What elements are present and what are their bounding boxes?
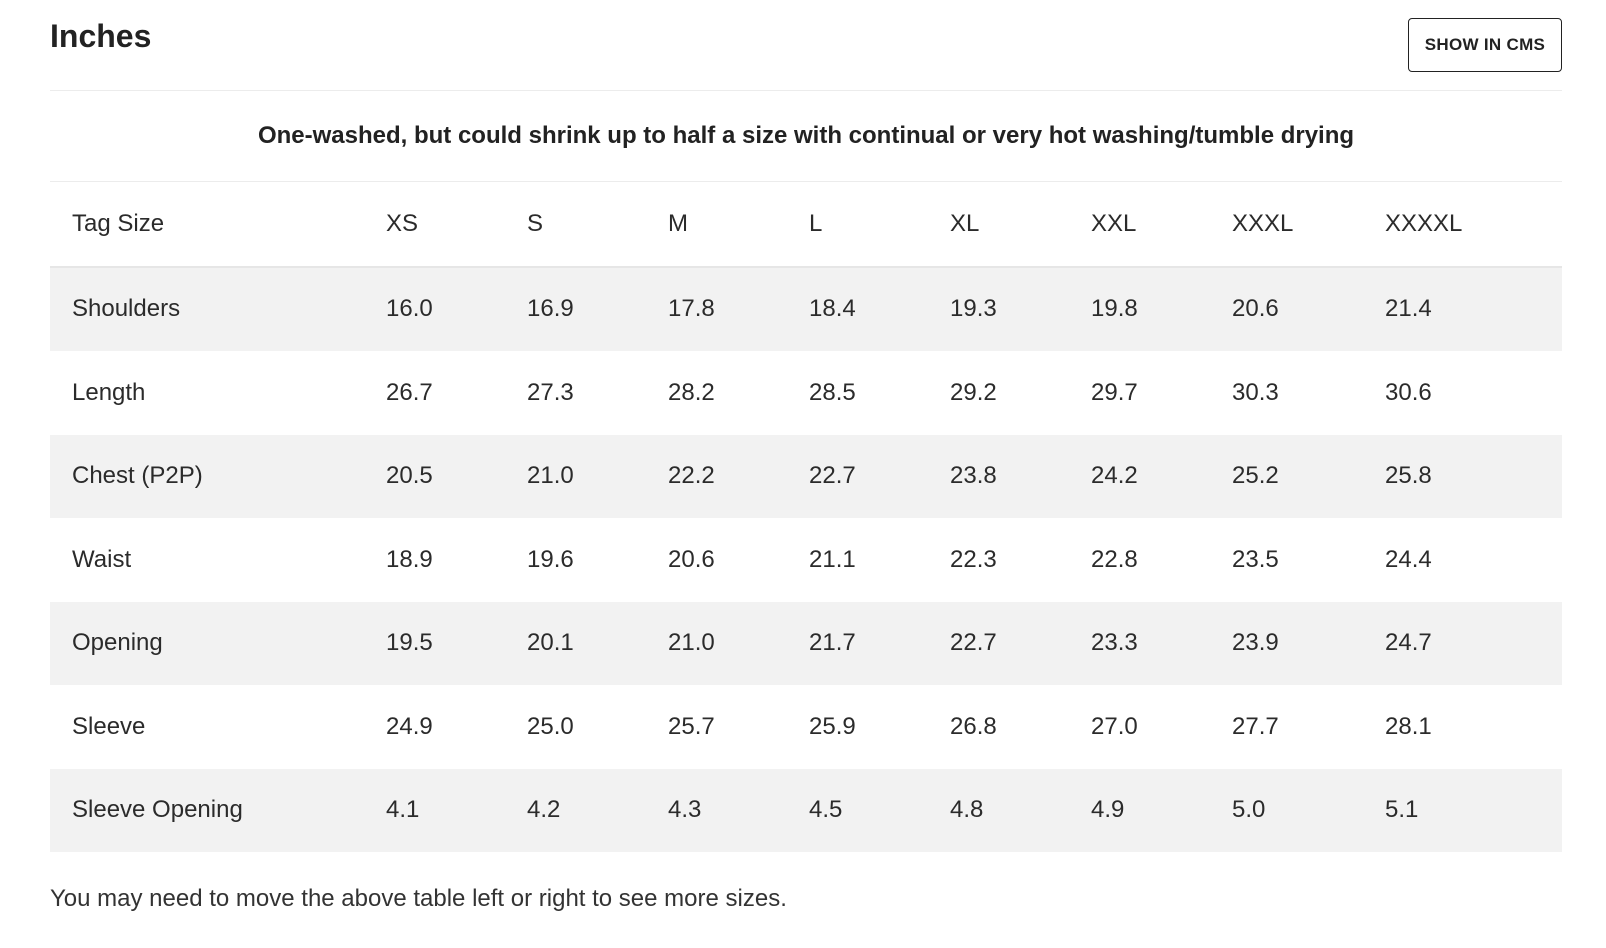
table-row: Opening 19.5 20.1 21.0 21.7 22.7 23.3 23… xyxy=(50,601,1562,685)
table-row: Sleeve Opening 4.1 4.2 4.3 4.5 4.8 4.9 5… xyxy=(50,768,1562,852)
table-cell: 20.6 xyxy=(668,545,715,573)
table-cell: 22.7 xyxy=(950,629,997,657)
size-header-m: M xyxy=(668,209,688,237)
table-cell: 24.4 xyxy=(1385,545,1432,573)
table-cell: 25.2 xyxy=(1232,462,1279,490)
table-cell: 30.3 xyxy=(1232,378,1279,406)
table-cell: 4.8 xyxy=(950,796,984,824)
page-title: Inches xyxy=(50,18,152,54)
table-cell: 23.5 xyxy=(1232,545,1279,573)
shrinkage-note: One-washed, but could shrink up to half … xyxy=(50,91,1562,182)
table-cell: 19.5 xyxy=(386,629,433,657)
size-header-xxl: XXL xyxy=(1091,209,1137,237)
table-cell: 30.6 xyxy=(1385,378,1432,406)
table-cell: 27.7 xyxy=(1232,712,1279,740)
table-cell: 19.8 xyxy=(1091,295,1138,323)
table-cell: 23.3 xyxy=(1091,629,1138,657)
table-cell: 22.2 xyxy=(668,462,715,490)
table-cell: 5.0 xyxy=(1232,796,1266,824)
size-chart-header: Inches SHOW IN CMS xyxy=(50,0,1562,91)
table-cell: 4.9 xyxy=(1091,796,1125,824)
table-cell: 28.5 xyxy=(809,378,856,406)
row-label: Shoulders xyxy=(72,295,181,323)
size-header-xxxxl: XXXXL xyxy=(1385,209,1463,237)
table-cell: 21.0 xyxy=(668,629,715,657)
row-label: Sleeve xyxy=(72,712,146,740)
scroll-hint: You may need to move the above table lef… xyxy=(50,885,787,912)
table-cell: 22.8 xyxy=(1091,545,1138,573)
table-cell: 24.7 xyxy=(1385,629,1432,657)
table-cell: 23.8 xyxy=(950,462,997,490)
show-in-cms-button[interactable]: SHOW IN CMS xyxy=(1408,18,1562,72)
table-cell: 21.7 xyxy=(809,629,856,657)
table-cell: 25.8 xyxy=(1385,462,1432,490)
table-cell: 25.9 xyxy=(809,712,856,740)
table-cell: 4.2 xyxy=(527,796,561,824)
row-label: Length xyxy=(72,378,146,406)
table-cell: 28.2 xyxy=(668,378,715,406)
table-row: Length 26.7 27.3 28.2 28.5 29.2 29.7 30.… xyxy=(50,351,1562,435)
row-label: Waist xyxy=(72,545,132,573)
table-cell: 25.7 xyxy=(668,712,715,740)
table-row: Chest (P2P) 20.5 21.0 22.2 22.7 23.8 24.… xyxy=(50,434,1562,518)
size-chart: Inches SHOW IN CMS One-washed, but could… xyxy=(50,0,1562,924)
size-header-xl: XL xyxy=(950,209,980,237)
table-cell: 20.1 xyxy=(527,629,574,657)
table-cell: 18.9 xyxy=(386,545,433,573)
size-header-l: L xyxy=(809,209,823,237)
table-row: Sleeve 24.9 25.0 25.7 25.9 26.8 27.0 27.… xyxy=(50,685,1562,769)
row-label: Sleeve Opening xyxy=(72,796,243,824)
table-cell: 21.0 xyxy=(527,462,574,490)
table-cell: 4.3 xyxy=(668,796,702,824)
table-cell: 21.4 xyxy=(1385,295,1432,323)
size-header-xs: XS xyxy=(386,209,419,237)
row-label: Opening xyxy=(72,629,163,657)
table-header-row: Tag Size XS S M L XL XXL XXXL XXXXL xyxy=(50,182,1562,267)
table-cell: 29.7 xyxy=(1091,378,1138,406)
table-cell: 24.2 xyxy=(1091,462,1138,490)
size-table: Tag Size XS S M L XL XXL XXXL XXXXL Shou… xyxy=(50,182,1562,852)
table-cell: 29.2 xyxy=(950,378,997,406)
table-row: Waist 18.9 19.6 20.6 21.1 22.3 22.8 23.5… xyxy=(50,518,1562,602)
table-cell: 5.1 xyxy=(1385,796,1419,824)
table-cell: 20.6 xyxy=(1232,295,1279,323)
row-label: Chest (P2P) xyxy=(72,462,203,490)
table-cell: 19.6 xyxy=(527,545,574,573)
table-cell: 18.4 xyxy=(809,295,856,323)
table-cell: 25.0 xyxy=(527,712,574,740)
table-cell: 27.0 xyxy=(1091,712,1138,740)
table-cell: 26.8 xyxy=(950,712,997,740)
table-cell: 4.5 xyxy=(809,796,843,824)
table-cell: 4.1 xyxy=(386,796,420,824)
table-cell: 20.5 xyxy=(386,462,433,490)
table-row: Shoulders 16.0 16.9 17.8 18.4 19.3 19.8 … xyxy=(50,266,1562,351)
table-cell: 16.9 xyxy=(527,295,574,323)
tag-size-header: Tag Size xyxy=(72,209,165,237)
table-cell: 22.3 xyxy=(950,545,997,573)
table-cell: 23.9 xyxy=(1232,629,1279,657)
table-cell: 24.9 xyxy=(386,712,433,740)
table-cell: 28.1 xyxy=(1385,712,1432,740)
table-cell: 16.0 xyxy=(386,295,433,323)
table-cell: 22.7 xyxy=(809,462,856,490)
size-header-s: S xyxy=(527,209,544,237)
table-cell: 21.1 xyxy=(809,545,856,573)
table-cell: 17.8 xyxy=(668,295,715,323)
table-cell: 19.3 xyxy=(950,295,997,323)
table-cell: 26.7 xyxy=(386,378,433,406)
table-cell: 27.3 xyxy=(527,378,574,406)
size-header-xxxl: XXXL xyxy=(1232,209,1294,237)
